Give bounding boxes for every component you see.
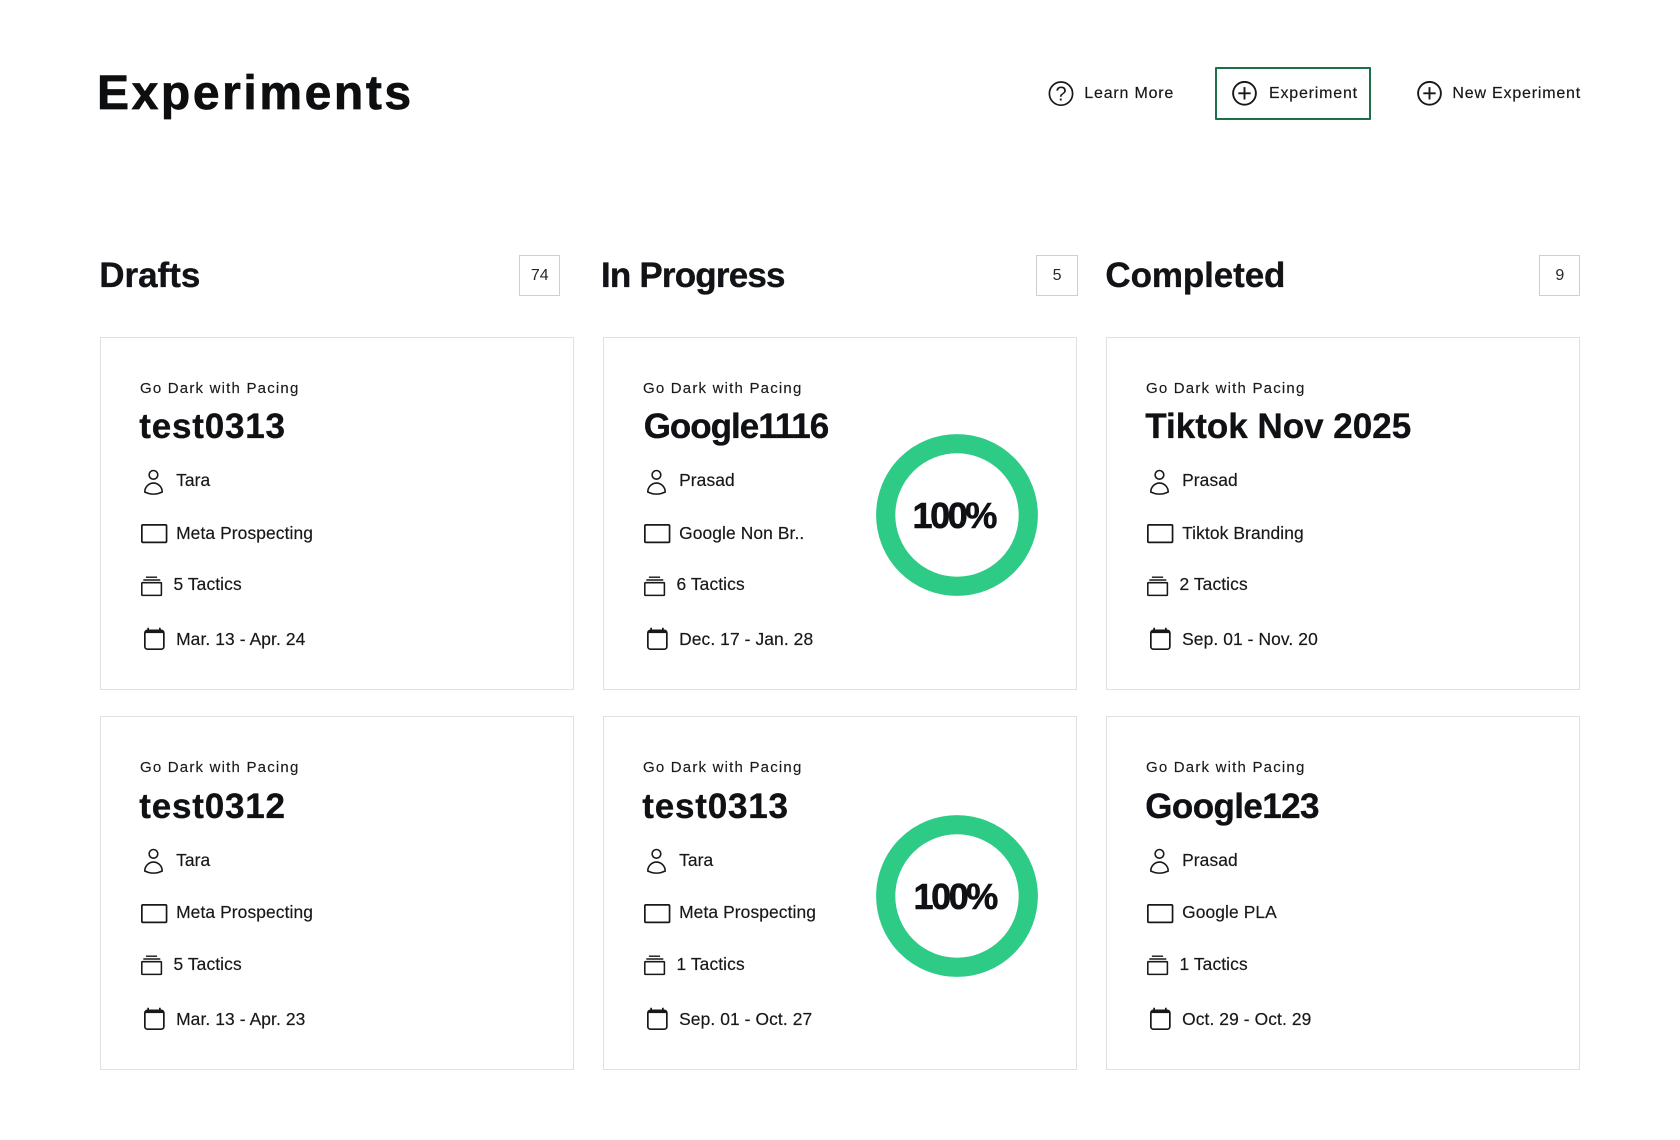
svg-text:?: ? (1055, 84, 1066, 106)
